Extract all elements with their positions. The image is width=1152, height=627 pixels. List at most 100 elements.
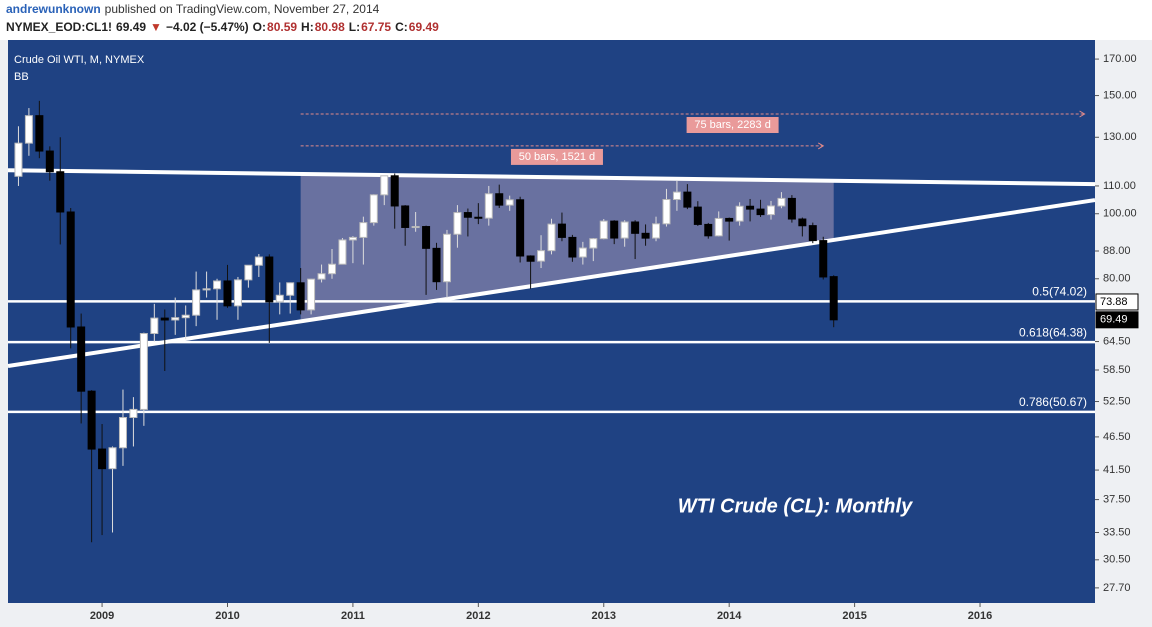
candle-body [244,264,253,281]
candle-body [777,197,786,207]
candle-body [296,282,305,311]
candle-body [338,239,347,265]
close: 69.49 [409,20,439,34]
high-label: H: [301,20,314,34]
candle-body [202,288,211,291]
candle-body [589,238,598,249]
y-tick-label: 130.00 [1103,131,1137,143]
candle-body [108,447,117,470]
candle-body [14,142,23,177]
candle-body [495,193,504,206]
high: 80.98 [315,20,345,34]
candle-body [139,333,148,410]
candle-body [766,205,775,216]
y-tick-label: 100.00 [1103,208,1137,220]
candle-body [411,226,420,229]
open-label: O: [253,20,266,34]
candle-body [66,211,75,328]
candle-body [735,205,744,222]
candle-body [578,247,587,258]
measure-box [686,117,779,134]
candle-body [401,205,410,228]
candle-body [98,448,107,470]
candle-body [547,223,556,252]
fib-label: 0.618(64.38) [1019,325,1087,339]
candle-body [474,216,483,219]
candle-body [45,150,54,173]
x-tick-label: 2010 [215,610,239,622]
candle-body [422,226,431,249]
candle-body [171,317,180,321]
candle-body [223,280,232,307]
chart-title: Crude Oil WTI, M, NYMEX [14,54,145,66]
candle-body [610,220,619,239]
candle-body [484,193,493,219]
candle-body [829,276,838,321]
candle-body [213,280,222,290]
trendline [7,168,1096,187]
y-tick-label: 33.50 [1103,526,1131,538]
trendline [7,198,1096,369]
candle-body [599,220,608,240]
author[interactable]: andrewunknown [6,2,101,16]
indicator-label: BB [14,71,29,83]
candle-body [390,175,399,207]
price-label: 69.49 [1100,314,1128,326]
candle-body [233,279,242,307]
candle-body [463,212,472,218]
price-label-box [1095,293,1139,311]
x-tick-label: 2012 [466,610,490,622]
x-tick-label: 2009 [90,610,114,622]
candle-body [77,326,86,392]
candle-body [725,217,734,222]
candle-body [526,255,535,262]
close-label: C: [395,20,408,34]
measure-label: 50 bars, 1521 d [519,151,595,163]
measure-arrow [817,142,825,150]
candle-body [557,223,566,238]
y-tick-label: 58.50 [1103,364,1131,376]
candle-body [265,256,274,303]
candle-body [756,208,765,216]
header-bg [0,0,1152,40]
open: 80.59 [267,20,297,34]
candle-body [693,206,702,225]
candle-body [129,408,138,419]
y-tick-label: 64.50 [1103,335,1131,347]
candle-body [348,236,357,241]
low: 67.75 [361,20,391,34]
candle-body [568,236,577,258]
candle-body [683,191,692,208]
measure-arrow [1079,110,1086,118]
candle-body [432,247,441,283]
y-tick-label: 80.00 [1103,273,1131,285]
price-label: 73.88 [1100,296,1128,308]
candle-body [380,175,389,196]
candle-body [819,240,828,278]
y-tick-label: 27.70 [1103,582,1131,594]
x-tick-label: 2011 [341,610,365,622]
fib-label: 0.5(74.02) [1032,285,1087,299]
candle-body [328,263,337,275]
candle-body [662,199,671,225]
candle-body [359,222,368,238]
candle-body [714,217,723,237]
plot-area [8,40,1095,603]
y-tick-label: 150.00 [1103,89,1137,101]
y-tick-label: 88.00 [1103,245,1131,257]
change: −4.02 (−5.47%) [166,20,249,34]
y-tick-label: 110.00 [1103,180,1136,192]
fib-label: 0.786(50.67) [1019,395,1087,409]
candle-body [369,194,378,224]
x-axis-bg [0,603,1095,627]
x-tick-label: 2013 [592,610,616,622]
x-tick-label: 2016 [968,610,992,622]
candle-body [808,225,817,242]
candle-body [317,273,326,280]
y-tick-label: 41.50 [1103,464,1131,476]
candle-body [87,390,96,450]
candle-body [787,197,796,220]
y-tick-label: 30.50 [1103,554,1131,566]
price-label-box [1095,311,1139,329]
